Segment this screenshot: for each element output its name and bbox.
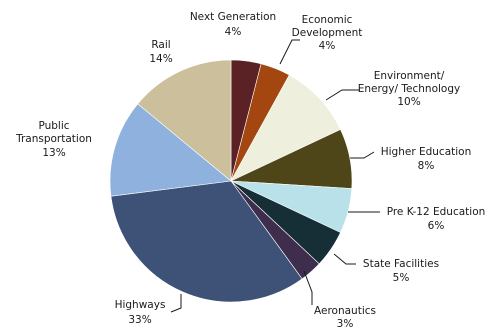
label-pre-k12-education-value: 6% bbox=[428, 220, 445, 232]
label-public-transportation-name-line2: Transportation bbox=[15, 133, 92, 145]
label-highways-value: 33% bbox=[128, 314, 151, 326]
label-environment-name-line2: Energy/ Technology bbox=[358, 83, 460, 95]
label-public-transportation-name-line1: Public bbox=[38, 120, 69, 132]
leader-environment bbox=[325, 89, 360, 101]
label-rail-name: Rail bbox=[151, 39, 170, 51]
label-pre-k12-education-name: Pre K-12 Education bbox=[387, 206, 486, 218]
label-next-generation-value: 4% bbox=[225, 26, 242, 38]
label-higher-education-name: Higher Education bbox=[381, 146, 472, 158]
label-aeronautics-name: Aeronautics bbox=[314, 305, 376, 317]
pie-slice-rail bbox=[137, 59, 232, 182]
slice-labels: Next Generation 4% Economic Development … bbox=[15, 11, 485, 329]
label-economic-development-value: 4% bbox=[319, 40, 336, 52]
label-environment-value: 10% bbox=[397, 96, 420, 108]
leader-aeronautics bbox=[303, 270, 313, 305]
label-economic-development-name-line2: Development bbox=[292, 27, 363, 39]
label-higher-education-value: 8% bbox=[418, 160, 435, 172]
pie-slice-highways bbox=[110, 180, 303, 303]
label-environment-name-line1: Environment/ bbox=[374, 70, 445, 82]
leader-state-facilities bbox=[333, 253, 356, 265]
label-aeronautics-value: 3% bbox=[337, 318, 354, 329]
leader-lines bbox=[170, 39, 380, 313]
label-highways-name: Highways bbox=[115, 299, 166, 311]
label-state-facilities-name: State Facilities bbox=[363, 258, 439, 270]
pie-slice-environment-energy-technology bbox=[230, 74, 341, 182]
label-rail-value: 14% bbox=[149, 53, 172, 65]
label-next-generation-name: Next Generation bbox=[190, 11, 276, 23]
label-state-facilities-value: 5% bbox=[393, 272, 410, 284]
leader-highways bbox=[170, 294, 182, 313]
label-public-transportation-value: 13% bbox=[42, 147, 65, 159]
pie-slice-public-transportation bbox=[109, 103, 232, 197]
label-economic-development-name-line1: Economic bbox=[302, 14, 353, 26]
pie-slices bbox=[109, 59, 353, 303]
leader-economic-development bbox=[279, 39, 300, 65]
leader-higher-education bbox=[350, 151, 375, 159]
